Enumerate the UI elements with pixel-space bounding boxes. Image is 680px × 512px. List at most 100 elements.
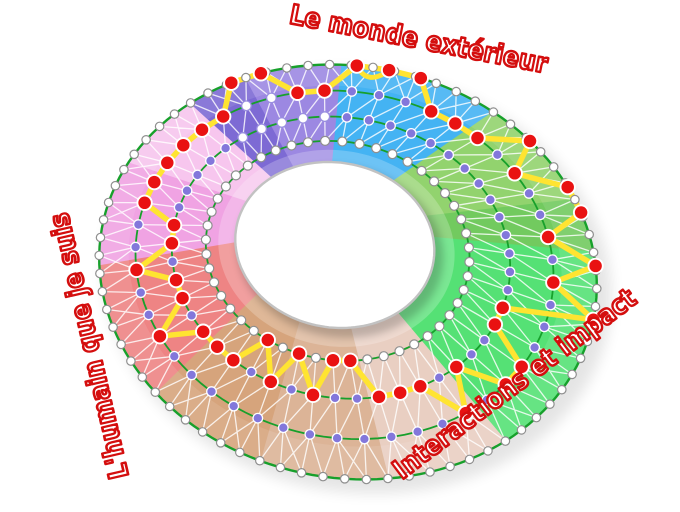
outer-node[interactable]	[548, 162, 559, 172]
level-node[interactable]	[449, 200, 460, 211]
outer-node[interactable]	[588, 247, 599, 258]
level-node[interactable]	[473, 178, 485, 189]
level-node[interactable]	[143, 309, 155, 321]
outer-node[interactable]	[254, 455, 265, 466]
selected-level-node[interactable]	[497, 376, 514, 393]
selected-level-node[interactable]	[290, 345, 308, 362]
level-node[interactable]	[230, 170, 241, 181]
outer-node[interactable]	[584, 229, 594, 240]
level-node[interactable]	[504, 266, 516, 278]
outer-node[interactable]	[102, 304, 112, 315]
outer-node[interactable]	[129, 149, 139, 160]
level-node[interactable]	[363, 114, 375, 126]
selected-level-node[interactable]	[380, 61, 398, 79]
outer-node[interactable]	[535, 147, 546, 157]
selected-level-node[interactable]	[342, 352, 359, 369]
level-node[interactable]	[256, 152, 267, 163]
level-node[interactable]	[204, 263, 215, 274]
outer-node[interactable]	[154, 121, 165, 132]
outer-node[interactable]	[516, 425, 527, 435]
level-node[interactable]	[202, 220, 213, 231]
selected-level-node[interactable]	[324, 352, 342, 369]
outer-node[interactable]	[97, 286, 108, 297]
level-node[interactable]	[277, 342, 288, 353]
outer-node[interactable]	[137, 372, 148, 382]
selected-level-node[interactable]	[193, 121, 211, 138]
level-node[interactable]	[201, 249, 212, 260]
level-node[interactable]	[206, 386, 217, 398]
level-node[interactable]	[240, 100, 252, 112]
selected-level-node[interactable]	[457, 404, 474, 422]
level-node[interactable]	[464, 256, 475, 268]
outer-node[interactable]	[339, 473, 350, 484]
level-node[interactable]	[276, 117, 288, 128]
level-node[interactable]	[466, 348, 477, 360]
selected-level-node[interactable]	[165, 216, 183, 234]
level-node[interactable]	[242, 160, 253, 171]
outer-node[interactable]	[116, 339, 126, 350]
selected-level-node[interactable]	[587, 257, 604, 275]
level-node[interactable]	[186, 309, 198, 321]
level-node[interactable]	[484, 194, 496, 206]
level-node[interactable]	[503, 248, 515, 259]
level-node[interactable]	[538, 321, 550, 333]
level-node[interactable]	[502, 284, 514, 296]
selected-level-node[interactable]	[486, 316, 504, 333]
level-node[interactable]	[192, 169, 203, 181]
level-node[interactable]	[354, 138, 365, 149]
level-node[interactable]	[416, 165, 427, 176]
level-node[interactable]	[500, 229, 512, 241]
outer-node[interactable]	[488, 107, 499, 117]
selected-level-node[interactable]	[513, 358, 530, 375]
level-node[interactable]	[245, 366, 257, 378]
level-node[interactable]	[228, 400, 240, 412]
outer-node[interactable]	[590, 301, 601, 312]
outer-node[interactable]	[296, 467, 307, 478]
level-node[interactable]	[412, 426, 424, 438]
selected-level-node[interactable]	[469, 129, 486, 147]
level-node[interactable]	[220, 142, 232, 154]
level-node[interactable]	[341, 111, 353, 123]
selected-level-node[interactable]	[195, 323, 212, 340]
selected-level-node[interactable]	[370, 388, 388, 406]
selected-level-node[interactable]	[304, 386, 322, 404]
outer-node[interactable]	[98, 215, 109, 225]
level-node[interactable]	[405, 127, 417, 139]
outer-node[interactable]	[215, 437, 226, 448]
outer-node[interactable]	[567, 369, 577, 380]
outer-node[interactable]	[119, 164, 129, 175]
level-node[interactable]	[168, 350, 180, 362]
outer-node[interactable]	[470, 96, 481, 106]
outer-node[interactable]	[141, 135, 151, 145]
level-node[interactable]	[181, 185, 193, 197]
outer-node[interactable]	[275, 462, 286, 473]
level-node[interactable]	[346, 85, 358, 97]
level-node[interactable]	[237, 132, 249, 143]
outer-node[interactable]	[197, 427, 208, 437]
level-node[interactable]	[186, 369, 198, 381]
outer-node[interactable]	[169, 109, 180, 119]
level-node[interactable]	[167, 256, 179, 268]
selected-level-node[interactable]	[259, 331, 276, 349]
outer-node[interactable]	[185, 98, 196, 108]
level-node[interactable]	[297, 112, 309, 124]
level-node[interactable]	[248, 325, 259, 336]
selected-level-node[interactable]	[559, 178, 576, 196]
selected-level-node[interactable]	[252, 65, 270, 82]
selected-level-node[interactable]	[136, 194, 153, 211]
selected-level-node[interactable]	[128, 261, 145, 279]
level-node[interactable]	[429, 176, 440, 187]
level-node[interactable]	[220, 181, 231, 192]
level-node[interactable]	[434, 321, 445, 332]
selected-level-node[interactable]	[412, 69, 429, 87]
outer-node[interactable]	[483, 446, 493, 456]
level-node[interactable]	[371, 143, 382, 154]
level-node[interactable]	[200, 234, 211, 245]
level-node[interactable]	[270, 145, 281, 156]
selected-level-node[interactable]	[539, 228, 557, 246]
outer-node[interactable]	[95, 232, 106, 243]
outer-node[interactable]	[500, 436, 511, 446]
level-node[interactable]	[394, 346, 405, 357]
level-node[interactable]	[205, 155, 216, 167]
level-node[interactable]	[463, 242, 474, 253]
